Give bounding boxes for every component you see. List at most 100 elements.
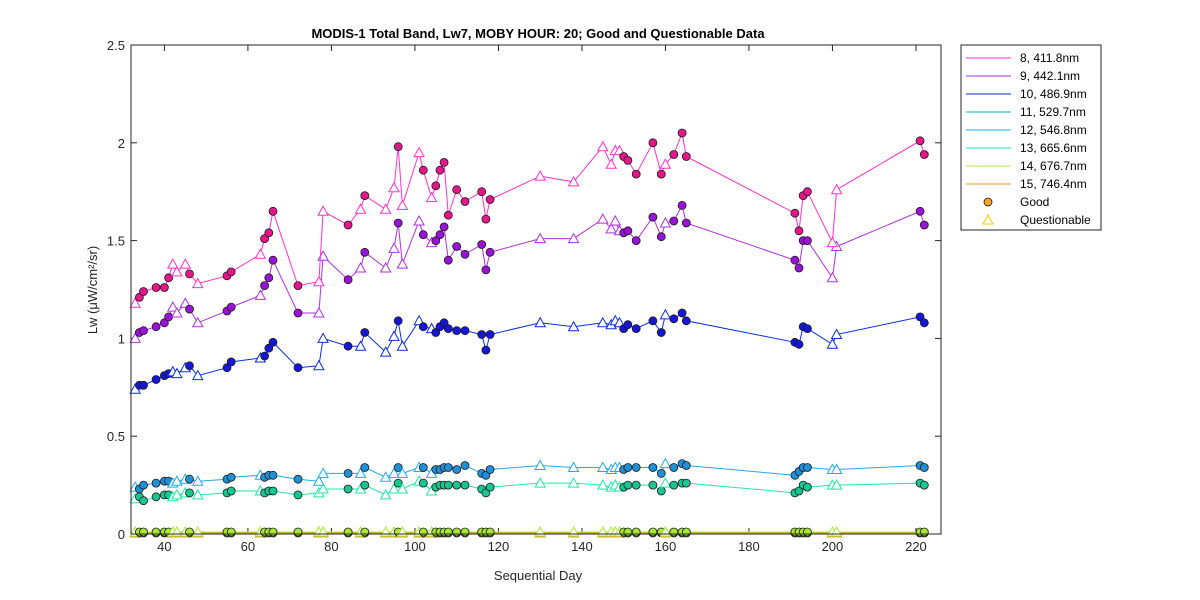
good-point bbox=[681, 527, 691, 537]
good-point bbox=[226, 486, 236, 496]
questionable-point bbox=[659, 457, 672, 469]
questionable-point bbox=[830, 328, 843, 339]
questionable-point bbox=[596, 316, 609, 328]
good-point bbox=[418, 322, 428, 332]
questionable-point bbox=[596, 213, 609, 224]
good-point bbox=[439, 222, 449, 232]
good-point bbox=[264, 343, 274, 353]
questionable-point bbox=[613, 144, 626, 156]
good-point bbox=[226, 472, 236, 482]
good-point bbox=[343, 341, 353, 351]
good-point bbox=[293, 363, 303, 373]
good-point bbox=[343, 527, 353, 537]
good-point bbox=[443, 463, 453, 472]
good-point bbox=[185, 269, 194, 279]
good-point bbox=[418, 478, 428, 488]
good-point bbox=[656, 468, 666, 478]
questionable-point bbox=[567, 175, 580, 187]
legend-label: 13, 665.6nm bbox=[1020, 141, 1087, 155]
good-point bbox=[443, 480, 453, 490]
good-point bbox=[418, 230, 428, 240]
questionable-point bbox=[826, 338, 839, 349]
questionable-point bbox=[354, 340, 367, 351]
good-point bbox=[293, 281, 303, 291]
questionable-point bbox=[171, 488, 183, 500]
questionable-point bbox=[567, 477, 580, 488]
good-point bbox=[631, 169, 641, 179]
good-point bbox=[681, 316, 691, 326]
x-tick-label: 60 bbox=[241, 539, 255, 554]
good-point bbox=[268, 337, 278, 347]
legend-label: 11, 529.7nm bbox=[1020, 105, 1086, 119]
x-axis-label: Sequential Day bbox=[494, 568, 583, 583]
questionable-point bbox=[191, 316, 204, 328]
questionable-point bbox=[534, 170, 547, 181]
good-point bbox=[803, 482, 812, 492]
good-point bbox=[443, 527, 453, 537]
good-point bbox=[393, 218, 403, 228]
good-point bbox=[293, 474, 303, 484]
questionable-point bbox=[609, 214, 622, 226]
good-point bbox=[452, 480, 462, 490]
good-point bbox=[477, 187, 487, 197]
x-tick-label: 40 bbox=[157, 539, 171, 554]
good-point bbox=[803, 324, 812, 334]
good-point bbox=[481, 265, 491, 275]
questionable-point bbox=[354, 203, 367, 214]
good-point bbox=[443, 255, 453, 265]
questionable-point bbox=[659, 158, 672, 169]
legend-good-marker bbox=[983, 197, 993, 207]
legend-label: 9, 442.1nm bbox=[1020, 69, 1080, 83]
good-point bbox=[226, 267, 236, 277]
good-point bbox=[677, 128, 687, 138]
good-point bbox=[268, 206, 278, 216]
good-point bbox=[485, 247, 495, 257]
good-point bbox=[623, 463, 633, 472]
good-point bbox=[669, 150, 679, 159]
questionable-point bbox=[166, 258, 179, 269]
questionable-point bbox=[354, 261, 367, 273]
good-point bbox=[293, 490, 303, 500]
questionable-point bbox=[605, 158, 618, 169]
good-point bbox=[185, 527, 194, 537]
questionable-point bbox=[179, 258, 192, 269]
good-point bbox=[418, 527, 428, 537]
legend-label: 15, 746.4nm bbox=[1020, 177, 1087, 191]
good-point bbox=[485, 330, 495, 339]
good-point bbox=[669, 463, 679, 472]
questionable-point bbox=[379, 203, 392, 214]
good-point bbox=[226, 527, 236, 537]
questionable-point bbox=[317, 467, 329, 478]
good-point bbox=[481, 214, 491, 224]
questionable-point bbox=[191, 475, 204, 486]
good-point bbox=[443, 324, 453, 334]
questionable-point bbox=[413, 146, 425, 158]
questionable-point bbox=[596, 479, 609, 490]
questionable-point bbox=[191, 369, 204, 381]
good-point bbox=[268, 527, 278, 537]
good-point bbox=[460, 326, 470, 336]
good-point bbox=[460, 249, 470, 259]
questionable-point bbox=[354, 467, 367, 478]
good-point bbox=[139, 496, 148, 506]
questionable-point bbox=[379, 261, 392, 273]
good-point bbox=[648, 138, 658, 148]
good-point bbox=[794, 226, 804, 236]
good-point bbox=[681, 461, 691, 470]
good-point bbox=[439, 157, 449, 167]
good-point bbox=[360, 527, 370, 537]
good-point bbox=[268, 486, 278, 496]
good-point bbox=[343, 275, 353, 285]
good-point bbox=[151, 322, 161, 332]
y-tick-label: 2.5 bbox=[107, 38, 125, 53]
series-layer bbox=[129, 128, 929, 538]
good-point bbox=[452, 242, 462, 251]
good-point bbox=[452, 465, 462, 474]
good-point bbox=[656, 232, 666, 242]
good-point bbox=[915, 136, 925, 146]
good-point bbox=[656, 169, 666, 179]
good-point bbox=[919, 463, 929, 472]
good-point bbox=[151, 478, 161, 488]
good-point bbox=[139, 380, 148, 390]
